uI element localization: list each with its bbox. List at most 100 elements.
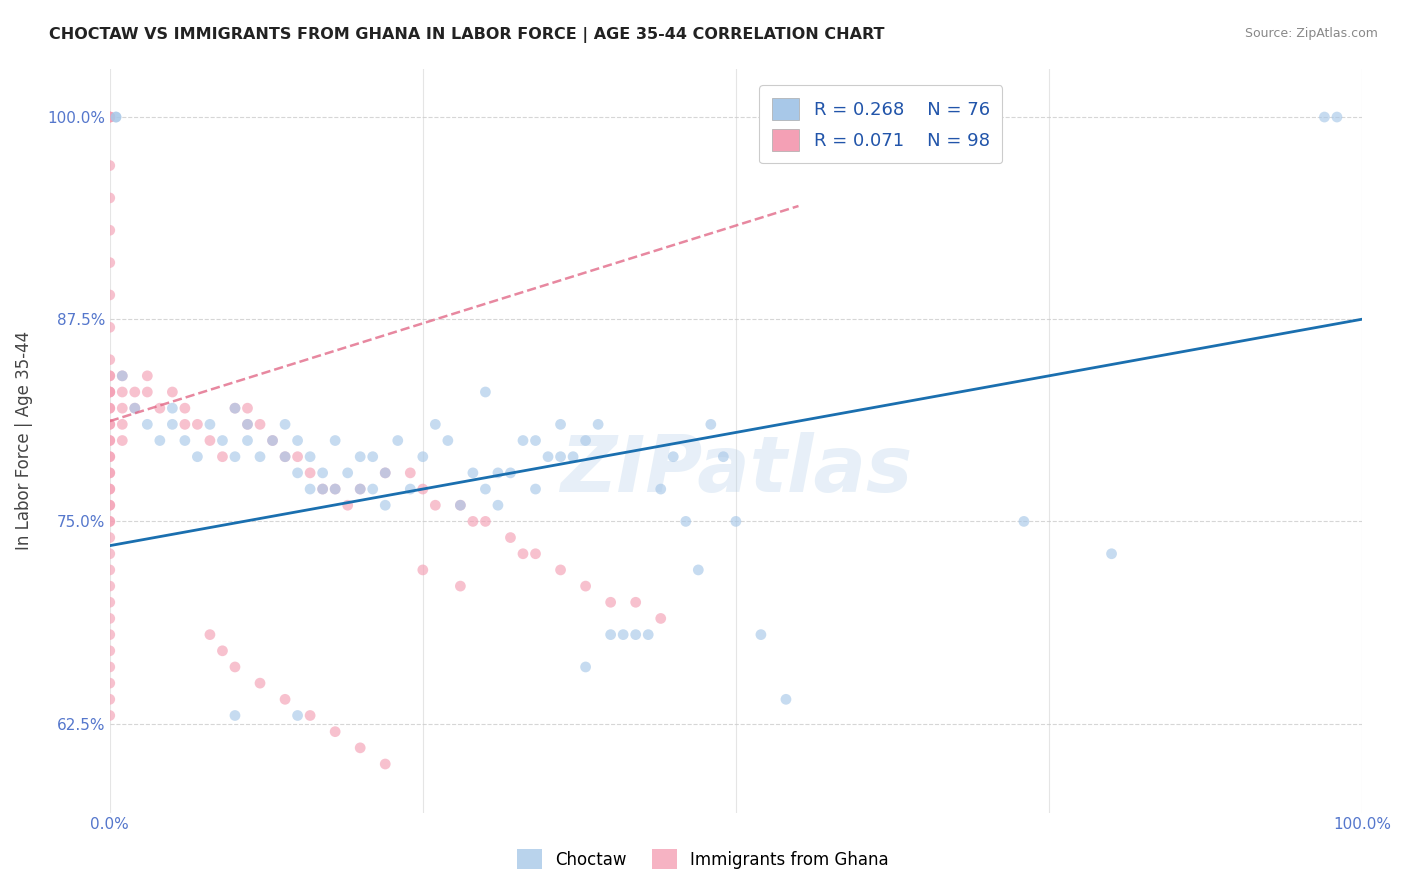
Point	[486, 466, 509, 480]
Point	[98, 434, 121, 448]
Point	[349, 482, 371, 496]
Point	[98, 352, 121, 367]
Point	[461, 466, 484, 480]
Point	[224, 401, 246, 416]
Point	[111, 384, 134, 399]
Text: CHOCTAW VS IMMIGRANTS FROM GHANA IN LABOR FORCE | AGE 35-44 CORRELATION CHART: CHOCTAW VS IMMIGRANTS FROM GHANA IN LABO…	[49, 27, 884, 43]
Point	[98, 110, 121, 124]
Point	[186, 450, 208, 464]
Point	[287, 708, 309, 723]
Point	[361, 450, 384, 464]
Point	[650, 482, 672, 496]
Point	[323, 482, 346, 496]
Point	[98, 515, 121, 529]
Point	[662, 450, 685, 464]
Point	[711, 450, 734, 464]
Point	[149, 401, 172, 416]
Point	[111, 417, 134, 432]
Point	[1012, 515, 1035, 529]
Point	[637, 627, 659, 641]
Point	[136, 384, 159, 399]
Point	[98, 368, 121, 383]
Point	[700, 417, 723, 432]
Point	[173, 401, 195, 416]
Point	[323, 434, 346, 448]
Point	[311, 482, 333, 496]
Point	[599, 595, 621, 609]
Point	[323, 724, 346, 739]
Point	[374, 498, 396, 512]
Point	[98, 676, 121, 690]
Point	[136, 417, 159, 432]
Point	[299, 450, 322, 464]
Point	[224, 401, 246, 416]
Point	[287, 450, 309, 464]
Point	[98, 434, 121, 448]
Point	[512, 547, 534, 561]
Point	[98, 660, 121, 674]
Point	[262, 434, 284, 448]
Point	[599, 627, 621, 641]
Point	[98, 450, 121, 464]
Point	[474, 515, 496, 529]
Point	[224, 660, 246, 674]
Point	[425, 498, 447, 512]
Point	[412, 482, 434, 496]
Point	[374, 466, 396, 480]
Point	[349, 482, 371, 496]
Point	[98, 482, 121, 496]
Point	[775, 692, 797, 706]
Point	[499, 466, 522, 480]
Point	[550, 563, 572, 577]
Point	[474, 482, 496, 496]
Point	[575, 660, 598, 674]
Point	[98, 498, 121, 512]
Point	[124, 401, 146, 416]
Point	[111, 368, 134, 383]
Point	[111, 368, 134, 383]
Text: ZIPatlas: ZIPatlas	[560, 433, 912, 508]
Point	[624, 595, 647, 609]
Point	[399, 466, 422, 480]
Point	[98, 320, 121, 334]
Point	[299, 482, 322, 496]
Point	[688, 563, 710, 577]
Point	[287, 434, 309, 448]
Point	[524, 434, 547, 448]
Point	[198, 627, 221, 641]
Point	[524, 482, 547, 496]
Point	[98, 498, 121, 512]
Point	[111, 434, 134, 448]
Point	[399, 482, 422, 496]
Point	[449, 498, 471, 512]
Point	[98, 223, 121, 237]
Point	[98, 692, 121, 706]
Point	[287, 466, 309, 480]
Point	[612, 627, 634, 641]
Point	[575, 434, 598, 448]
Point	[211, 434, 233, 448]
Point	[186, 417, 208, 432]
Point	[524, 547, 547, 561]
Point	[361, 482, 384, 496]
Point	[98, 579, 121, 593]
Point	[274, 417, 297, 432]
Point	[98, 450, 121, 464]
Point	[98, 563, 121, 577]
Point	[562, 450, 585, 464]
Point	[211, 644, 233, 658]
Point	[198, 434, 221, 448]
Point	[124, 384, 146, 399]
Point	[274, 692, 297, 706]
Point	[98, 627, 121, 641]
Point	[1101, 547, 1123, 561]
Legend: Choctaw, Immigrants from Ghana: Choctaw, Immigrants from Ghana	[508, 838, 898, 880]
Point	[374, 757, 396, 772]
Point	[211, 450, 233, 464]
Point	[412, 450, 434, 464]
Point	[98, 417, 121, 432]
Point	[499, 531, 522, 545]
Point	[512, 434, 534, 448]
Point	[98, 611, 121, 625]
Point	[98, 466, 121, 480]
